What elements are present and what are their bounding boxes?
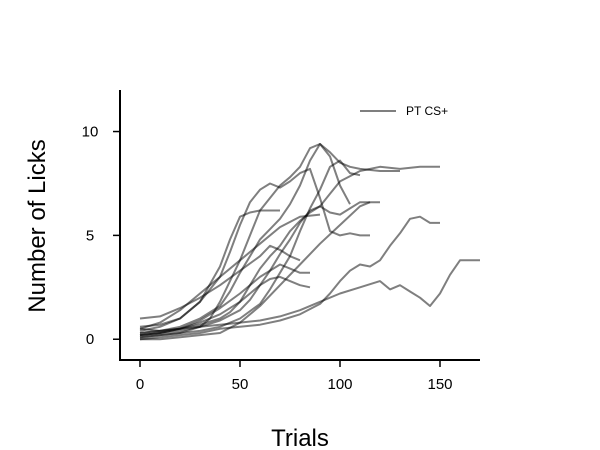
series-line-7 — [139, 201, 380, 337]
series-line-6 — [139, 143, 351, 334]
legend-label: PT CS+ — [406, 104, 448, 118]
series-line-3 — [139, 259, 480, 332]
series-line-1 — [139, 165, 440, 337]
x-axis-title: Trials — [271, 425, 329, 450]
series-line-8 — [139, 159, 361, 339]
y-axis-title: Number of Licks — [24, 139, 51, 312]
x-tick-label: 50 — [232, 376, 249, 393]
x-ticks: 0 50 100 150 — [136, 360, 453, 393]
series-line-5 — [139, 143, 400, 339]
series-line-13 — [139, 263, 310, 337]
series-line-2 — [139, 215, 440, 341]
legend: PT CS+ — [360, 104, 448, 118]
y-tick-label: 0 — [86, 331, 94, 348]
x-tick-label: 100 — [327, 376, 352, 393]
y-tick-label: 10 — [82, 124, 99, 141]
series-line-12 — [140, 201, 371, 341]
series-line-9 — [139, 209, 280, 328]
x-tick-label: 0 — [136, 376, 144, 393]
series-line-11 — [139, 244, 301, 320]
y-tick-label: 5 — [86, 227, 94, 244]
series-line-14 — [139, 213, 321, 330]
x-tick-label: 150 — [427, 376, 452, 393]
series-lines — [139, 143, 480, 341]
y-ticks: 0 5 10 — [82, 124, 120, 348]
